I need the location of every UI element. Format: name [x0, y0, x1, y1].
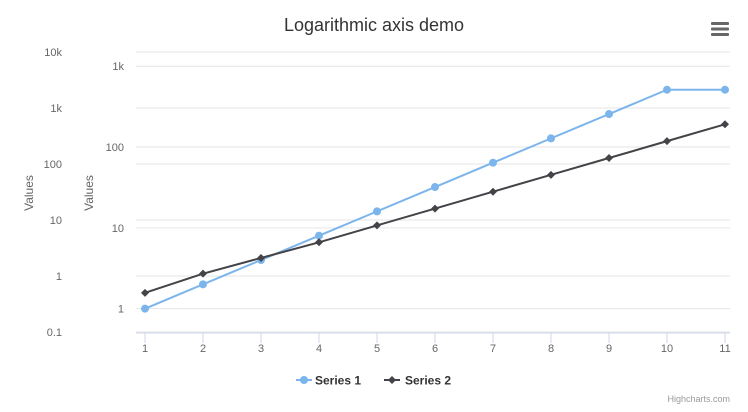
legend: Series 1 Series 2 — [296, 374, 451, 388]
legend-item-series-1[interactable]: Series 1 — [296, 374, 361, 388]
series-layer — [141, 85, 729, 313]
series-1-point[interactable] — [547, 134, 555, 143]
y-tick-label-inner: 10 — [112, 223, 124, 235]
legend-item-series-2[interactable]: Series 2 — [384, 374, 451, 388]
series-2-point[interactable] — [663, 137, 671, 146]
axis-layer: 0.1 1 10 100 1k 10k 1 10 100 1k 1 2 3 4 5 6 7 8 9 10 11 — [44, 47, 731, 355]
series-2-point[interactable] — [315, 238, 323, 247]
series-2-point[interactable] — [489, 187, 497, 196]
x-tick-label: 1 — [142, 343, 148, 355]
hamburger-menu-icon[interactable] — [711, 21, 729, 37]
y-tick-label-outer: 10k — [44, 47, 62, 59]
x-tick-label: 3 — [258, 343, 264, 355]
x-tick-label: 7 — [490, 343, 496, 355]
series-2-point[interactable] — [605, 153, 613, 162]
x-tick-label: 10 — [661, 343, 673, 355]
y-tick-label-outer: 100 — [44, 159, 62, 171]
legend-label-series-2: Series 2 — [405, 374, 451, 388]
y-tick-label-outer: 1 — [56, 271, 62, 283]
y-axis-title-inner: Values — [82, 175, 96, 211]
y-axis-title-outer: Values — [22, 175, 36, 211]
y-tick-label-outer: 10 — [50, 215, 62, 227]
y-tick-label-inner: 1 — [118, 304, 124, 316]
x-tick-label: 4 — [316, 343, 322, 355]
series-1-point[interactable] — [199, 280, 207, 289]
series-2-point[interactable] — [547, 170, 555, 179]
y-tick-label-outer: 1k — [50, 103, 62, 115]
series-2-point[interactable] — [721, 120, 729, 129]
y-tick-label-inner: 1k — [112, 61, 124, 73]
series-1-point[interactable] — [721, 85, 729, 94]
series-2-point[interactable] — [431, 204, 439, 213]
series-2-point[interactable] — [199, 269, 207, 278]
x-tick-label: 6 — [432, 343, 438, 355]
x-tick-label: 9 — [606, 343, 612, 355]
series-1-point[interactable] — [373, 207, 381, 216]
chart-title: Logarithmic axis demo — [284, 15, 464, 35]
grid-layer — [136, 51, 730, 333]
series-1-point[interactable] — [141, 304, 149, 313]
series-1-point[interactable] — [605, 110, 613, 119]
legend-symbol-series-2-marker — [388, 376, 396, 384]
legend-label-series-1: Series 1 — [315, 374, 361, 388]
series-2-point[interactable] — [373, 221, 381, 230]
series-2-point[interactable] — [141, 288, 149, 297]
x-tick-label: 2 — [200, 343, 206, 355]
x-tick-label: 5 — [374, 343, 380, 355]
credits-link[interactable]: Highcharts.com — [667, 394, 730, 404]
x-tick-label: 11 — [719, 343, 730, 355]
series-1-point[interactable] — [315, 231, 323, 240]
y-tick-label-outer: 0.1 — [47, 327, 62, 339]
series-2-point[interactable] — [257, 253, 265, 262]
series-1-point[interactable] — [663, 85, 671, 94]
series-1-point[interactable] — [431, 183, 439, 192]
y-tick-label-inner: 100 — [106, 142, 124, 154]
legend-symbol-series-1-marker — [300, 376, 308, 384]
series-1-point[interactable] — [489, 158, 497, 167]
x-tick-label: 8 — [548, 343, 554, 355]
